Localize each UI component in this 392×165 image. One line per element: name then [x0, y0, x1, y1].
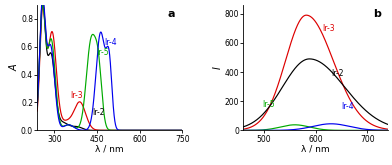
Text: a: a	[167, 9, 175, 19]
Y-axis label: I: I	[213, 66, 223, 69]
Text: Ir-3: Ir-3	[322, 24, 334, 33]
Y-axis label: A: A	[9, 64, 20, 71]
Text: b: b	[373, 9, 381, 19]
Text: Ir-4: Ir-4	[104, 38, 117, 47]
X-axis label: λ / nm: λ / nm	[95, 145, 124, 154]
Text: Ir-5: Ir-5	[262, 100, 275, 109]
Text: Ir-2: Ir-2	[93, 108, 105, 117]
Text: Ir-4: Ir-4	[341, 102, 354, 111]
X-axis label: λ / nm: λ / nm	[301, 145, 330, 154]
Text: Ir-2: Ir-2	[331, 69, 344, 78]
Text: Ir-5: Ir-5	[96, 48, 109, 56]
Text: Ir-3: Ir-3	[70, 91, 83, 100]
